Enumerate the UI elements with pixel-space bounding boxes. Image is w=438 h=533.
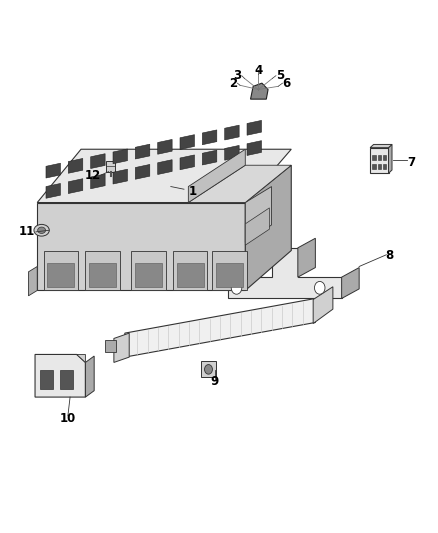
Text: 3: 3 — [233, 69, 242, 82]
Polygon shape — [135, 263, 162, 287]
Ellipse shape — [38, 227, 46, 233]
Polygon shape — [85, 356, 94, 397]
Polygon shape — [105, 340, 116, 352]
Polygon shape — [173, 251, 207, 290]
Polygon shape — [37, 149, 291, 203]
Polygon shape — [251, 83, 268, 99]
Polygon shape — [245, 208, 269, 245]
Bar — [378, 155, 381, 160]
Polygon shape — [85, 251, 120, 290]
Text: 11: 11 — [19, 225, 35, 238]
Polygon shape — [68, 158, 83, 173]
Bar — [40, 370, 53, 389]
Polygon shape — [44, 251, 78, 290]
Circle shape — [231, 281, 242, 294]
Polygon shape — [228, 248, 342, 298]
Bar — [378, 164, 381, 169]
Polygon shape — [131, 251, 166, 290]
Polygon shape — [177, 263, 204, 287]
Polygon shape — [298, 238, 315, 277]
Text: 1: 1 — [188, 185, 197, 198]
Polygon shape — [201, 361, 216, 377]
Text: 7: 7 — [407, 156, 416, 169]
Polygon shape — [370, 148, 389, 173]
Polygon shape — [113, 169, 127, 184]
Polygon shape — [245, 165, 291, 290]
Polygon shape — [47, 263, 74, 287]
Polygon shape — [216, 263, 243, 287]
Polygon shape — [35, 354, 85, 397]
Circle shape — [314, 281, 325, 294]
Polygon shape — [247, 120, 261, 135]
Polygon shape — [135, 144, 150, 159]
Text: 8: 8 — [385, 249, 394, 262]
Bar — [372, 164, 376, 169]
Text: 2: 2 — [229, 77, 237, 90]
Polygon shape — [46, 183, 60, 198]
Polygon shape — [91, 154, 105, 168]
Polygon shape — [113, 149, 127, 164]
Polygon shape — [28, 266, 37, 296]
Polygon shape — [225, 125, 239, 140]
Bar — [60, 370, 73, 389]
Polygon shape — [188, 149, 245, 203]
Circle shape — [205, 365, 212, 374]
Polygon shape — [158, 160, 172, 174]
Text: 12: 12 — [85, 169, 101, 182]
Polygon shape — [158, 140, 172, 154]
Text: 6: 6 — [283, 77, 291, 90]
Polygon shape — [342, 268, 359, 298]
Polygon shape — [68, 179, 83, 193]
Polygon shape — [225, 146, 239, 160]
Polygon shape — [245, 187, 272, 243]
Polygon shape — [180, 135, 194, 149]
Text: 10: 10 — [60, 412, 76, 425]
Polygon shape — [106, 161, 115, 172]
Ellipse shape — [34, 224, 49, 236]
Polygon shape — [46, 163, 60, 178]
Polygon shape — [114, 333, 129, 362]
Polygon shape — [188, 165, 291, 203]
Polygon shape — [202, 130, 217, 145]
Polygon shape — [89, 263, 116, 287]
Polygon shape — [389, 144, 392, 173]
Polygon shape — [202, 150, 217, 165]
Text: 4: 4 — [254, 64, 262, 77]
Bar — [372, 155, 376, 160]
Polygon shape — [125, 298, 315, 357]
Polygon shape — [37, 203, 245, 290]
Bar — [383, 164, 386, 169]
Polygon shape — [370, 144, 392, 148]
Polygon shape — [247, 141, 261, 156]
Text: 5: 5 — [276, 69, 284, 82]
Polygon shape — [313, 287, 333, 324]
Polygon shape — [180, 155, 194, 169]
Polygon shape — [212, 251, 247, 290]
Polygon shape — [91, 174, 105, 189]
Bar — [383, 155, 386, 160]
Polygon shape — [77, 354, 85, 362]
Text: 9: 9 — [211, 375, 219, 387]
Polygon shape — [135, 165, 150, 179]
